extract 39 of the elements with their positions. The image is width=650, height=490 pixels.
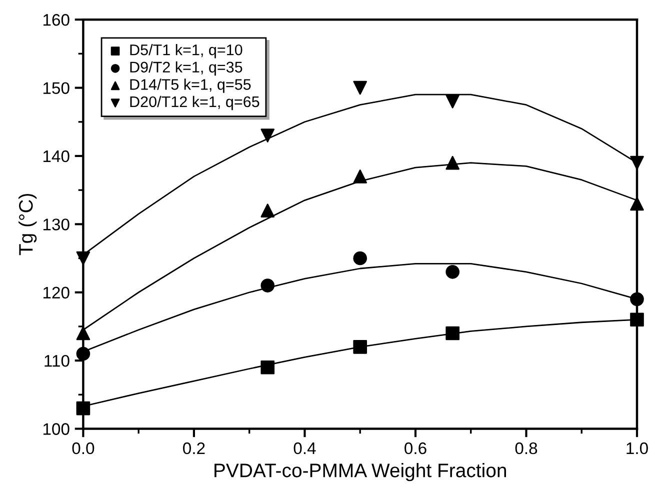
point [76, 251, 90, 266]
y-tick-label: 160 [43, 14, 70, 26]
legend-label: D9/T2 k=1, q=35 [130, 61, 242, 76]
point [630, 292, 644, 306]
x-tick-label: 1.0 [626, 442, 648, 454]
legend-label: D20/T12 k=1, q=65 [130, 96, 260, 110]
point [630, 156, 644, 170]
point [260, 278, 275, 292]
point [446, 94, 460, 108]
y-tick-label: 110 [44, 354, 70, 367]
y-tick-label: 100 [43, 423, 70, 435]
point [353, 170, 368, 184]
point [260, 360, 275, 374]
point [353, 340, 368, 354]
x-tick-label: 0.4 [294, 442, 316, 454]
y-axis-title: Tg (°C) [18, 194, 37, 256]
point [76, 346, 90, 361]
y-tick-label: 140 [43, 150, 70, 162]
point [260, 128, 275, 142]
point [630, 312, 644, 327]
x-axis-title: PVDAT-co-PMMA Weight Fraction [214, 463, 506, 482]
legend-label: D5/T1 k=1, q=10 [130, 44, 242, 58]
point [76, 401, 90, 416]
x-tick-label: 0.8 [515, 442, 538, 454]
legend-label: D14/T5 k=1, q=55 [130, 78, 251, 93]
y-tick-label: 120 [43, 286, 70, 299]
x-tick-label: 0.6 [404, 442, 426, 454]
point [446, 326, 460, 340]
point [76, 326, 90, 340]
y-tick-label: 150 [43, 82, 70, 94]
point [260, 204, 275, 218]
point [446, 156, 460, 170]
point [353, 251, 368, 266]
point [353, 80, 368, 95]
point [630, 196, 644, 211]
y-tick-label: 130 [43, 218, 70, 230]
x-tick-label: 0.2 [183, 442, 205, 454]
x-tick-label: 0.0 [72, 442, 94, 454]
point [446, 265, 460, 279]
